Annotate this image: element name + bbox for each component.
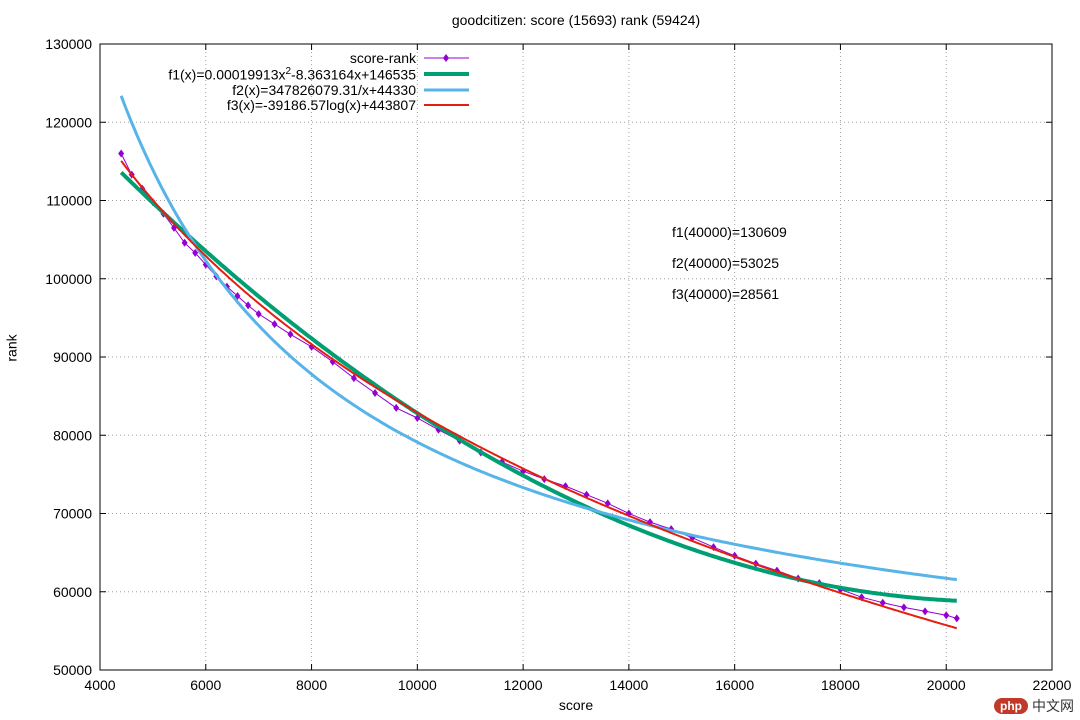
watermark-badge: php bbox=[994, 698, 1028, 714]
watermark: php 中文网 bbox=[994, 696, 1074, 716]
annotation-f1: f1(40000)=130609 bbox=[672, 224, 787, 240]
x-tick-label: 16000 bbox=[715, 677, 754, 693]
legend-label-f1: f1(x)=0.00019913x2-8.363164x+146535 bbox=[168, 66, 416, 83]
x-tick-label: 20000 bbox=[927, 677, 966, 693]
y-tick-label: 50000 bbox=[53, 662, 92, 678]
watermark-text: 中文网 bbox=[1032, 698, 1074, 714]
score-rank-point bbox=[922, 607, 929, 616]
score-rank-point bbox=[118, 149, 125, 158]
legend-label-score-rank: score-rank bbox=[349, 50, 416, 66]
x-tick-label: 8000 bbox=[296, 677, 327, 693]
score-rank-point bbox=[287, 330, 294, 339]
score-rank-point bbox=[181, 238, 188, 247]
score-rank-point bbox=[271, 320, 278, 329]
score-rank-point bbox=[900, 603, 907, 612]
score-rank-point bbox=[192, 248, 199, 257]
y-tick-label: 110000 bbox=[46, 193, 92, 209]
x-tick-label: 14000 bbox=[609, 677, 648, 693]
plot-frame bbox=[99, 43, 1053, 671]
chart-title: goodcitizen: score (15693) rank (59424) bbox=[451, 12, 701, 28]
x-tick-label: 22000 bbox=[1033, 677, 1072, 693]
legend-label-f3: f3(x)=-39186.57log(x)+443807 bbox=[226, 97, 416, 113]
x-tick-label: 6000 bbox=[190, 677, 221, 693]
y-tick-label: 70000 bbox=[53, 506, 92, 522]
series-score-rank-line bbox=[120, 153, 957, 619]
x-tick-label: 12000 bbox=[504, 677, 543, 693]
y-tick-label: 90000 bbox=[53, 349, 92, 365]
y-tick-label: 120000 bbox=[45, 114, 92, 130]
score-rank-point bbox=[943, 611, 950, 620]
legend-f1-prefix: f1(x)=0.00019913x bbox=[168, 66, 286, 83]
y-tick-label: 80000 bbox=[53, 427, 92, 443]
legend-label-f2: f2(x)=347826079.31/x+44330 bbox=[232, 82, 416, 98]
series-f3-line bbox=[120, 160, 958, 630]
y-tick-label: 100000 bbox=[45, 271, 92, 287]
annotation-f3: f3(40000)=28561 bbox=[672, 286, 780, 302]
x-tick-label: 10000 bbox=[398, 677, 437, 693]
y-tick-label: 60000 bbox=[53, 584, 92, 600]
legend-swatch-marker bbox=[443, 54, 449, 62]
x-tick-label: 18000 bbox=[821, 677, 860, 693]
y-tick-label: 130000 bbox=[45, 36, 92, 52]
score-rank-point bbox=[350, 374, 357, 383]
score-rank-point bbox=[393, 403, 400, 412]
x-tick-label: 4000 bbox=[84, 677, 115, 693]
legend-f1-exponent: 2 bbox=[285, 66, 292, 77]
x-axis-label: score bbox=[558, 697, 594, 713]
score-rank-point bbox=[372, 388, 379, 397]
legend-f1-suffix: -8.363164x+146535 bbox=[291, 66, 416, 83]
series-f2-line bbox=[119, 95, 957, 582]
score-rank-point bbox=[255, 309, 262, 318]
score-rank-point bbox=[245, 301, 252, 310]
y-axis-label: rank bbox=[3, 334, 20, 362]
series-f1-line bbox=[119, 170, 957, 603]
annotation-f2: f2(40000)=53025 bbox=[672, 255, 780, 271]
score-rank-point bbox=[953, 614, 960, 623]
